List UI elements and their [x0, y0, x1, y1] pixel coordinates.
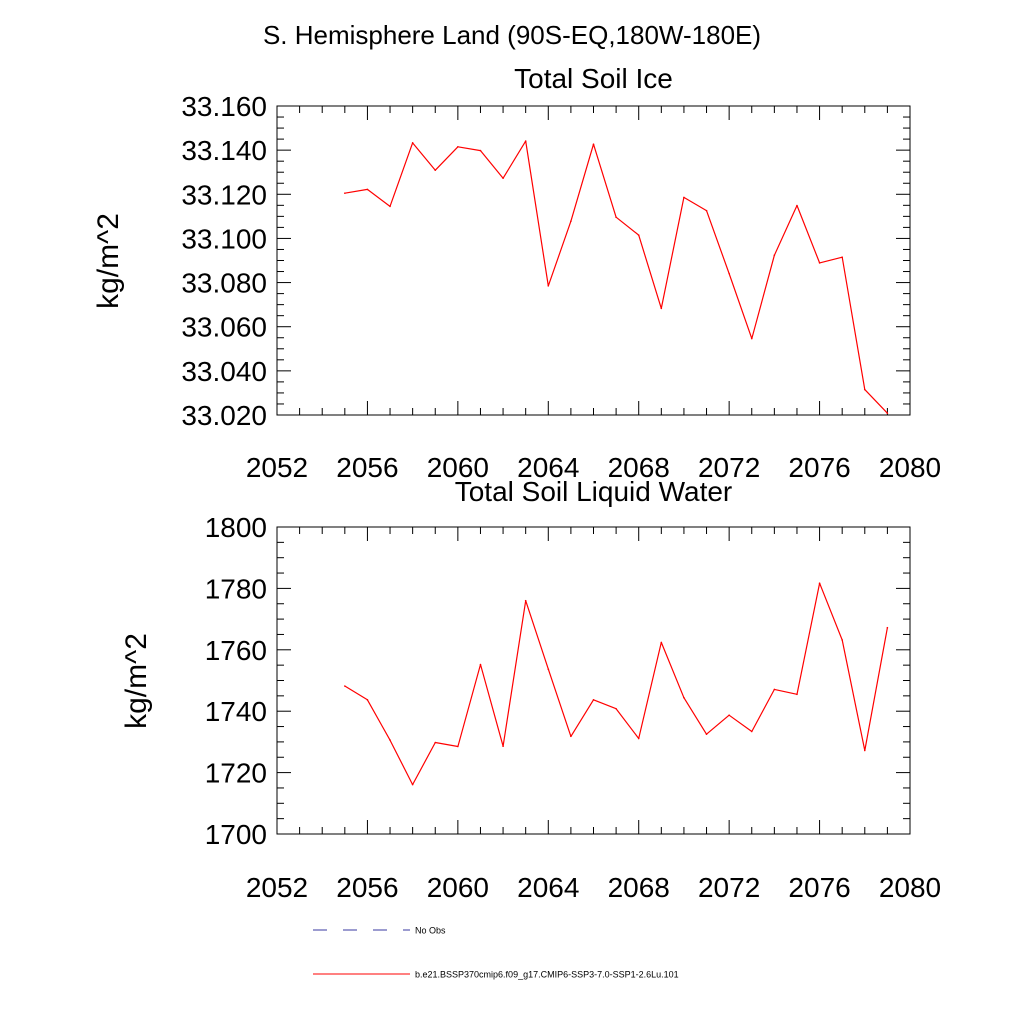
chart-panel-2: Total Soil Liquid Water kg/m^2 2052 2056 206…	[120, 476, 941, 903]
y-axis-label: kg/m^2	[92, 213, 125, 309]
data-point	[457, 745, 459, 748]
y-tick-label: 1740	[205, 696, 267, 727]
data-point	[863, 749, 866, 752]
data-point	[479, 149, 482, 152]
data-point	[411, 783, 414, 786]
x-tick-label: 2068	[608, 872, 670, 903]
data-point	[502, 745, 504, 747]
data-point	[818, 262, 821, 264]
x-tick-label: 2056	[336, 872, 398, 903]
y-tick-label: 33.100	[181, 223, 267, 254]
data-point	[841, 639, 843, 641]
data-point	[615, 216, 617, 219]
data-point	[524, 599, 527, 602]
data-point	[524, 140, 527, 142]
y-tick-label: 33.160	[181, 91, 267, 122]
data-point	[796, 693, 798, 696]
data-point	[750, 730, 753, 733]
x-tick-label: 2052	[246, 452, 308, 483]
x-tick-label: 2080	[879, 872, 941, 903]
data-point	[570, 220, 572, 223]
x-tick-label: 2068	[608, 452, 670, 483]
data-point	[728, 714, 730, 716]
data-point	[796, 204, 798, 207]
data-point	[434, 741, 437, 744]
series-line	[344, 140, 888, 414]
data-point	[728, 272, 730, 275]
data-point	[886, 412, 889, 415]
data-point	[705, 209, 708, 212]
data-point	[344, 685, 346, 687]
data-point	[592, 143, 595, 145]
data-point	[389, 205, 391, 208]
data-point	[773, 688, 776, 691]
y-tick-label: 33.140	[181, 135, 267, 166]
legend-label-1: No Obs	[415, 926, 446, 936]
legend: No Obs b.e21.BSSP370cmip6.f09_g17.CMIP6-S…	[313, 926, 679, 980]
x-tick-label: 2072	[698, 452, 760, 483]
data-point	[705, 733, 708, 736]
data-point	[411, 142, 414, 144]
legend-label-2: b.e21.BSSP370cmip6.f09_g17.CMIP6-SSP3-7.…	[415, 970, 679, 980]
data-point	[592, 699, 595, 701]
chart-title: Total Soil Ice	[514, 63, 673, 94]
y-tick-label: 33.060	[181, 312, 267, 343]
data-point	[683, 696, 685, 699]
data-point	[637, 737, 640, 740]
x-tick-label: 2064	[517, 452, 579, 483]
x-tick-label: 2060	[427, 452, 489, 483]
data-point	[570, 735, 572, 738]
chart-title: Total Soil Liquid Water	[455, 476, 733, 507]
data-point	[841, 256, 843, 258]
data-point	[863, 388, 866, 391]
data-point	[773, 254, 776, 257]
x-tick-label: 2060	[427, 872, 489, 903]
page-title: S. Hemisphere Land (90S-EQ,180W-180E)	[263, 20, 761, 50]
y-tick-label: 1720	[205, 758, 267, 789]
data-point	[344, 192, 346, 194]
y-tick-label: 33.120	[181, 179, 267, 210]
data-point	[434, 169, 437, 172]
data-point	[637, 234, 640, 236]
data-point	[457, 146, 459, 148]
data-point	[615, 707, 617, 710]
data-point	[547, 285, 550, 287]
data-point	[547, 668, 550, 670]
data-point	[502, 177, 504, 179]
x-tick-label: 2056	[336, 452, 398, 483]
x-tick-label: 2076	[788, 872, 850, 903]
data-point	[366, 188, 369, 191]
series-line	[344, 582, 888, 786]
x-tick-label: 2072	[698, 872, 760, 903]
y-tick-label: 1760	[205, 635, 267, 666]
y-axis-label: kg/m^2	[120, 633, 153, 729]
x-tick-label: 2076	[788, 452, 850, 483]
x-tick-label: 2064	[517, 872, 579, 903]
y-tick-label: 1780	[205, 573, 267, 604]
x-tick-label: 2052	[246, 872, 308, 903]
data-point	[818, 582, 821, 584]
data-point	[660, 641, 663, 644]
data-point	[886, 626, 889, 629]
data-point	[479, 663, 482, 666]
data-point	[366, 699, 369, 701]
y-tick-label: 1700	[205, 819, 267, 850]
y-tick-label: 33.080	[181, 268, 267, 299]
data-point	[683, 196, 685, 199]
plot-frame	[276, 105, 911, 416]
data-point	[389, 739, 391, 741]
y-tick-label: 33.020	[181, 400, 267, 431]
chart-panel-1: Total Soil Ice kg/m^2 2052 2056 2060 2064 2068…	[92, 63, 941, 483]
y-tick-label: 33.040	[181, 356, 267, 387]
data-point	[750, 337, 753, 340]
x-tick-label: 2080	[879, 452, 941, 483]
data-point	[660, 307, 663, 310]
plot-frame	[276, 526, 911, 835]
y-tick-label: 1800	[205, 512, 267, 543]
